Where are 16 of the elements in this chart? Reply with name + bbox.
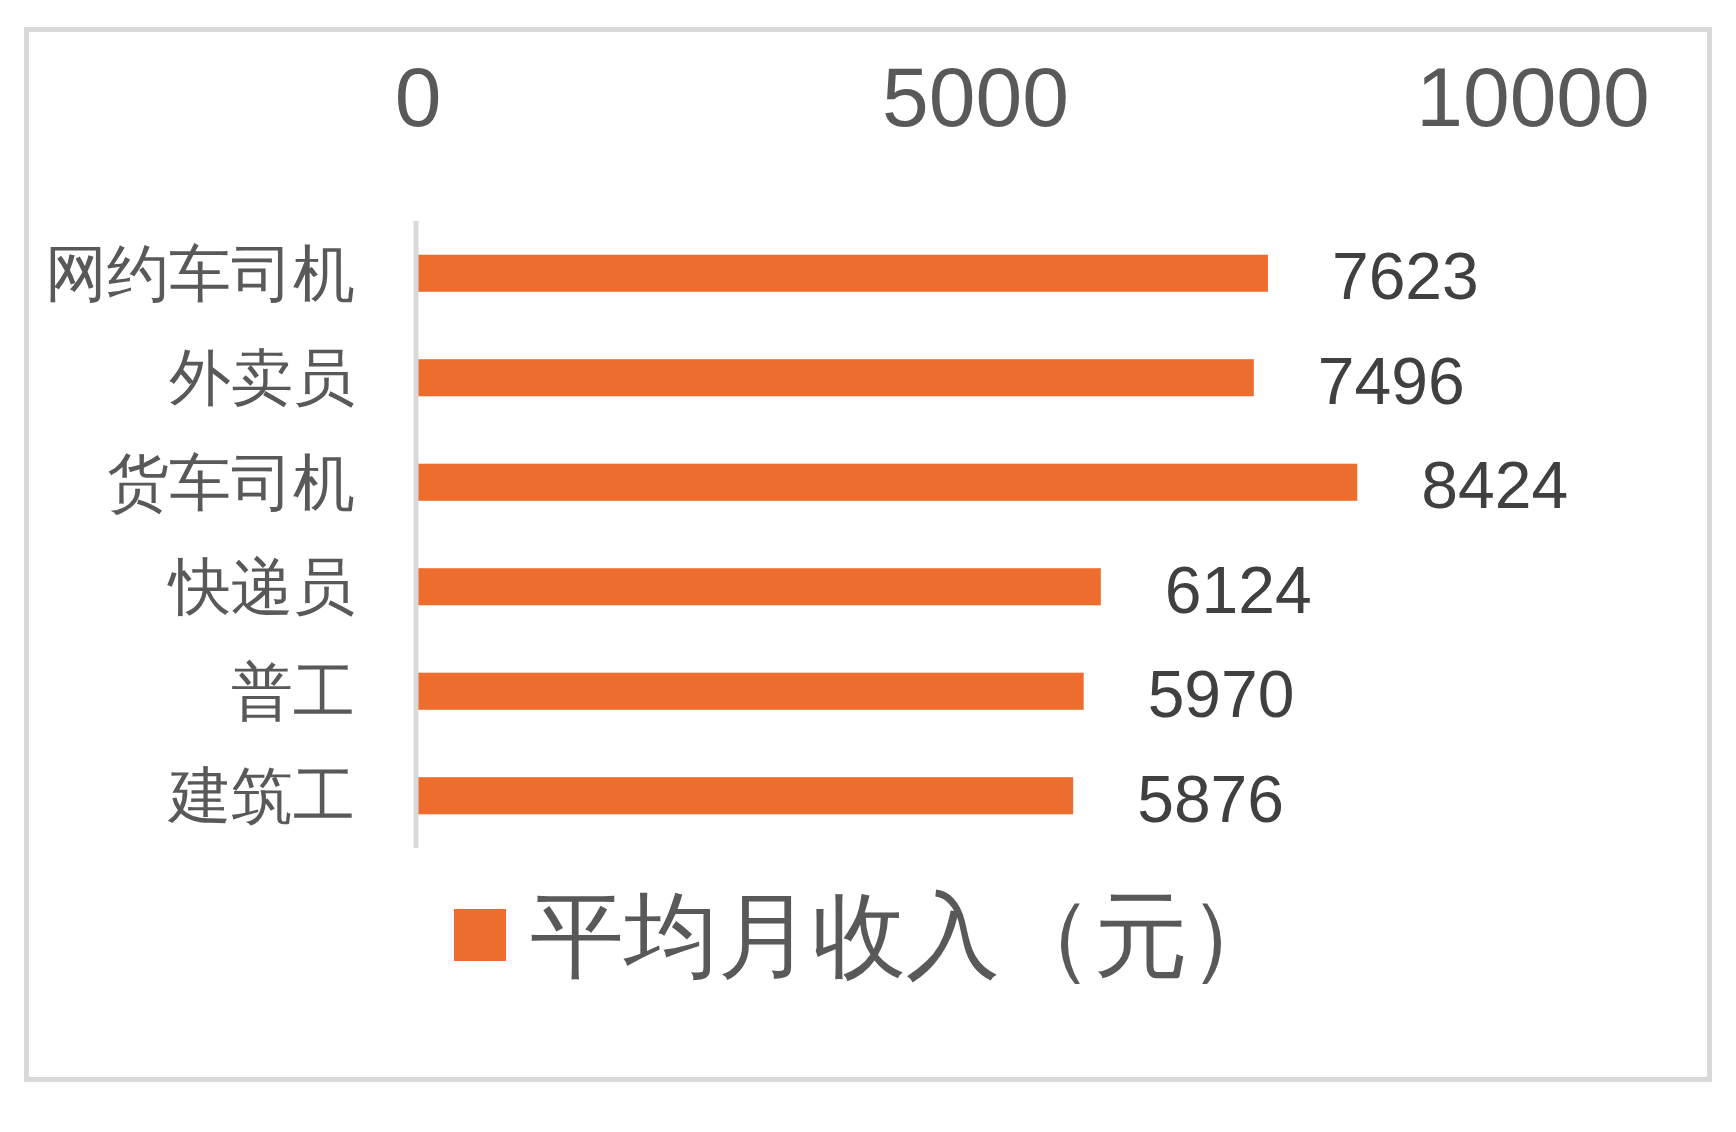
data-label: 5970 <box>1147 657 1295 732</box>
y-tick-label: 网约车司机 <box>45 238 355 308</box>
y-tick-label: 建筑工 <box>167 761 355 831</box>
x-tick-label: 10000 <box>1416 50 1650 144</box>
data-label: 7623 <box>1331 239 1479 314</box>
y-tick-label: 货车司机 <box>107 447 355 517</box>
y-tick-label: 普工 <box>231 656 355 726</box>
data-label: 7496 <box>1317 343 1465 418</box>
y-tick-label: 外卖员 <box>169 343 355 413</box>
data-label: 5876 <box>1137 761 1284 836</box>
data-label: 8424 <box>1421 448 1569 523</box>
x-tick-label: 5000 <box>882 50 1069 144</box>
y-tick-label: 快递员 <box>167 552 355 622</box>
x-tick-label: 0 <box>394 50 442 144</box>
data-label: 6124 <box>1164 552 1312 627</box>
legend-label: 平均月收入（元） <box>530 882 1282 988</box>
